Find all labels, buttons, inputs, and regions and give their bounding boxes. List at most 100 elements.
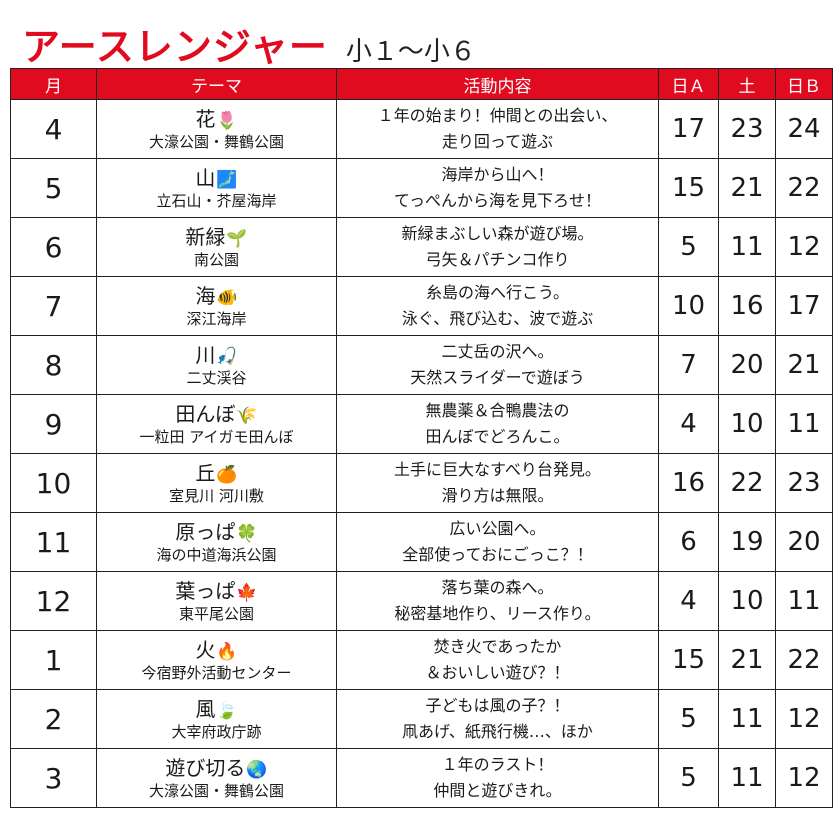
- column-header-sunday-b: 日Ｂ: [775, 68, 833, 100]
- theme-title: 原っぱ🍀: [97, 519, 336, 545]
- place-name: 南公園: [193, 251, 239, 269]
- theme-name: 原っぱ: [175, 520, 236, 544]
- activity-line: 土手に巨大なすべり台発見。: [394, 460, 601, 479]
- column-header-activity: 活動内容: [336, 68, 659, 100]
- table-row: 7 海🐠 深江海岸 糸島の海へ行こう。 泳ぐ、飛び込む、波で遊ぶ 10 16 17: [10, 276, 833, 336]
- month-cell: 4: [10, 99, 97, 159]
- sunday-a-date: 15: [658, 158, 719, 218]
- activity-cell: 糸島の海へ行こう。 泳ぐ、飛び込む、波で遊ぶ: [336, 276, 659, 336]
- table-row: 11 原っぱ🍀 海の中道海浜公園 広い公園へ。 全部使っておにごっこ？！ 6 19 20: [10, 512, 833, 572]
- theme-emoji-icon: 🍊: [216, 465, 238, 485]
- activity-cell: 焚き火であったか ＆おいしい遊び？！: [336, 630, 659, 690]
- activity-line: 二丈岳の沢へ。: [441, 342, 554, 361]
- page-header: アースレンジャー 小１〜小６: [22, 16, 476, 69]
- theme-cell: 遊び切る🌏 大濠公園・舞鶴公園: [96, 748, 337, 808]
- sunday-b-date: 22: [775, 630, 833, 690]
- theme-title: 丘🍊: [97, 460, 336, 486]
- sunday-b-date: 11: [775, 571, 833, 631]
- activity-line: １年のラスト！: [441, 755, 554, 774]
- theme-title: 田んぼ🌾: [97, 401, 336, 427]
- sunday-a-date: 15: [658, 630, 719, 690]
- table-row: 1 火🔥 今宿野外活動センター 焚き火であったか ＆おいしい遊び？！ 15 21 22: [10, 630, 833, 690]
- table-row: 3 遊び切る🌏 大濠公園・舞鶴公園 １年のラスト！ 仲間と遊びきれ。 5 11 12: [10, 748, 833, 808]
- saturday-date: 16: [718, 276, 776, 336]
- saturday-date: 19: [718, 512, 776, 572]
- table-row: 12 葉っぱ🍁 東平尾公園 落ち葉の森へ。 秘密基地作り、リース作り。 4 10 11: [10, 571, 833, 631]
- activity-line: 焚き火であったか: [433, 637, 562, 656]
- theme-title: 遊び切る🌏: [97, 755, 336, 781]
- theme-emoji-icon: 🎣: [216, 347, 238, 367]
- theme-emoji-icon: 🍃: [216, 701, 238, 721]
- saturday-date: 21: [718, 630, 776, 690]
- table-row: 9 田んぼ🌾 一粒田 アイガモ田んぼ 無農薬＆合鴨農法の 田んぼでどろんこ。 4 10 11: [10, 394, 833, 454]
- theme-title: 火🔥: [97, 637, 336, 663]
- theme-emoji-icon: 🗾: [216, 170, 238, 190]
- place-name: 海の中道海浜公園: [156, 546, 277, 564]
- activity-line: 無農薬＆合鴨農法の: [425, 401, 570, 420]
- theme-title: 山🗾: [97, 165, 336, 191]
- sunday-b-date: 23: [775, 453, 833, 513]
- theme-cell: 山🗾 立石山・芥屋海岸: [96, 158, 337, 218]
- month-cell: 8: [10, 335, 97, 395]
- activity-line: 田んぼでどろんこ。: [425, 427, 570, 446]
- theme-title: 葉っぱ🍁: [97, 578, 336, 604]
- activity-cell: 海岸から山へ！ てっぺんから海を見下ろせ！: [336, 158, 659, 218]
- saturday-date: 21: [718, 158, 776, 218]
- column-header-sunday-a: 日Ａ: [658, 68, 719, 100]
- activity-cell: １年のラスト！ 仲間と遊びきれ。: [336, 748, 659, 808]
- month-cell: 12: [10, 571, 97, 631]
- theme-name: 火: [195, 638, 216, 662]
- place-name: 立石山・芥屋海岸: [156, 192, 277, 210]
- activity-line: 全部使っておにごっこ？！: [402, 545, 593, 564]
- schedule-table: 月 テーマ 活動内容 日Ａ 土 日Ｂ 4 花🌷 大濠公園・舞鶴公園 １年の始まり！仲間…: [10, 68, 833, 808]
- column-header-saturday: 土: [718, 68, 776, 100]
- activity-line: 広い公園へ。: [449, 519, 546, 538]
- page-title: アースレンジャー: [22, 25, 328, 69]
- theme-emoji-icon: 🌷: [216, 111, 238, 131]
- theme-emoji-icon: 🌾: [236, 406, 258, 426]
- table-row: 10 丘🍊 室見川 河川敷 土手に巨大なすべり台発見。 滑り方は無限。 16 22 23: [10, 453, 833, 513]
- sunday-b-date: 20: [775, 512, 833, 572]
- activity-line: １年の始まり！仲間との出会い、: [377, 106, 618, 125]
- theme-emoji-icon: 🌱: [226, 229, 248, 249]
- table-row: 8 川🎣 二丈渓谷 二丈岳の沢へ。 天然スライダーで遊ぼう 7 20 21: [10, 335, 833, 395]
- theme-cell: 丘🍊 室見川 河川敷: [96, 453, 337, 513]
- sunday-a-date: 6: [658, 512, 719, 572]
- activity-line: 天然スライダーで遊ぼう: [410, 368, 585, 387]
- place-name: 今宿野外活動センター: [141, 664, 292, 682]
- theme-name: 新緑: [185, 225, 226, 249]
- theme-cell: 田んぼ🌾 一粒田 アイガモ田んぼ: [96, 394, 337, 454]
- activity-line: 泳ぐ、飛び込む、波で遊ぶ: [401, 309, 594, 328]
- column-header-theme: テーマ: [96, 68, 337, 100]
- theme-emoji-icon: 🌏: [246, 760, 268, 780]
- theme-cell: 海🐠 深江海岸: [96, 276, 337, 336]
- sunday-a-date: 5: [658, 689, 719, 749]
- sunday-b-date: 17: [775, 276, 833, 336]
- theme-cell: 葉っぱ🍁 東平尾公園: [96, 571, 337, 631]
- activity-line: ＆おいしい遊び？！: [425, 663, 570, 682]
- activity-line: 仲間と遊びきれ。: [433, 781, 562, 800]
- theme-cell: 花🌷 大濠公園・舞鶴公園: [96, 99, 337, 159]
- activity-cell: 子どもは風の子？！ 凧あげ、紙飛行機…、ほか: [336, 689, 659, 749]
- sunday-a-date: 5: [658, 217, 719, 277]
- table-row: 4 花🌷 大濠公園・舞鶴公園 １年の始まり！仲間との出会い、 走り回って遊ぶ 17 23 24: [10, 99, 833, 159]
- saturday-date: 11: [718, 217, 776, 277]
- saturday-date: 22: [718, 453, 776, 513]
- activity-line: てっぺんから海を見下ろせ！: [393, 191, 602, 210]
- saturday-date: 20: [718, 335, 776, 395]
- activity-line: 新緑まぶしい森が遊び場。: [401, 224, 594, 243]
- month-cell: 7: [10, 276, 97, 336]
- month-cell: 3: [10, 748, 97, 808]
- table-row: 2 風🍃 大宰府政庁跡 子どもは風の子？！ 凧あげ、紙飛行機…、ほか 5 11 12: [10, 689, 833, 749]
- month-cell: 11: [10, 512, 97, 572]
- theme-name: 丘: [195, 461, 216, 485]
- theme-cell: 風🍃 大宰府政庁跡: [96, 689, 337, 749]
- activity-line: 秘密基地作り、リース作り。: [394, 604, 601, 623]
- header-row: 月 テーマ 活動内容 日Ａ 土 日Ｂ: [10, 68, 833, 100]
- place-name: 二丈渓谷: [186, 369, 247, 387]
- activity-cell: 無農薬＆合鴨農法の 田んぼでどろんこ。: [336, 394, 659, 454]
- activity-cell: 広い公園へ。全部使っておにごっこ？！: [336, 512, 659, 572]
- theme-name: 葉っぱ: [175, 579, 236, 603]
- sunday-a-date: 5: [658, 748, 719, 808]
- activity-line: 凧あげ、紙飛行機…、ほか: [402, 722, 593, 741]
